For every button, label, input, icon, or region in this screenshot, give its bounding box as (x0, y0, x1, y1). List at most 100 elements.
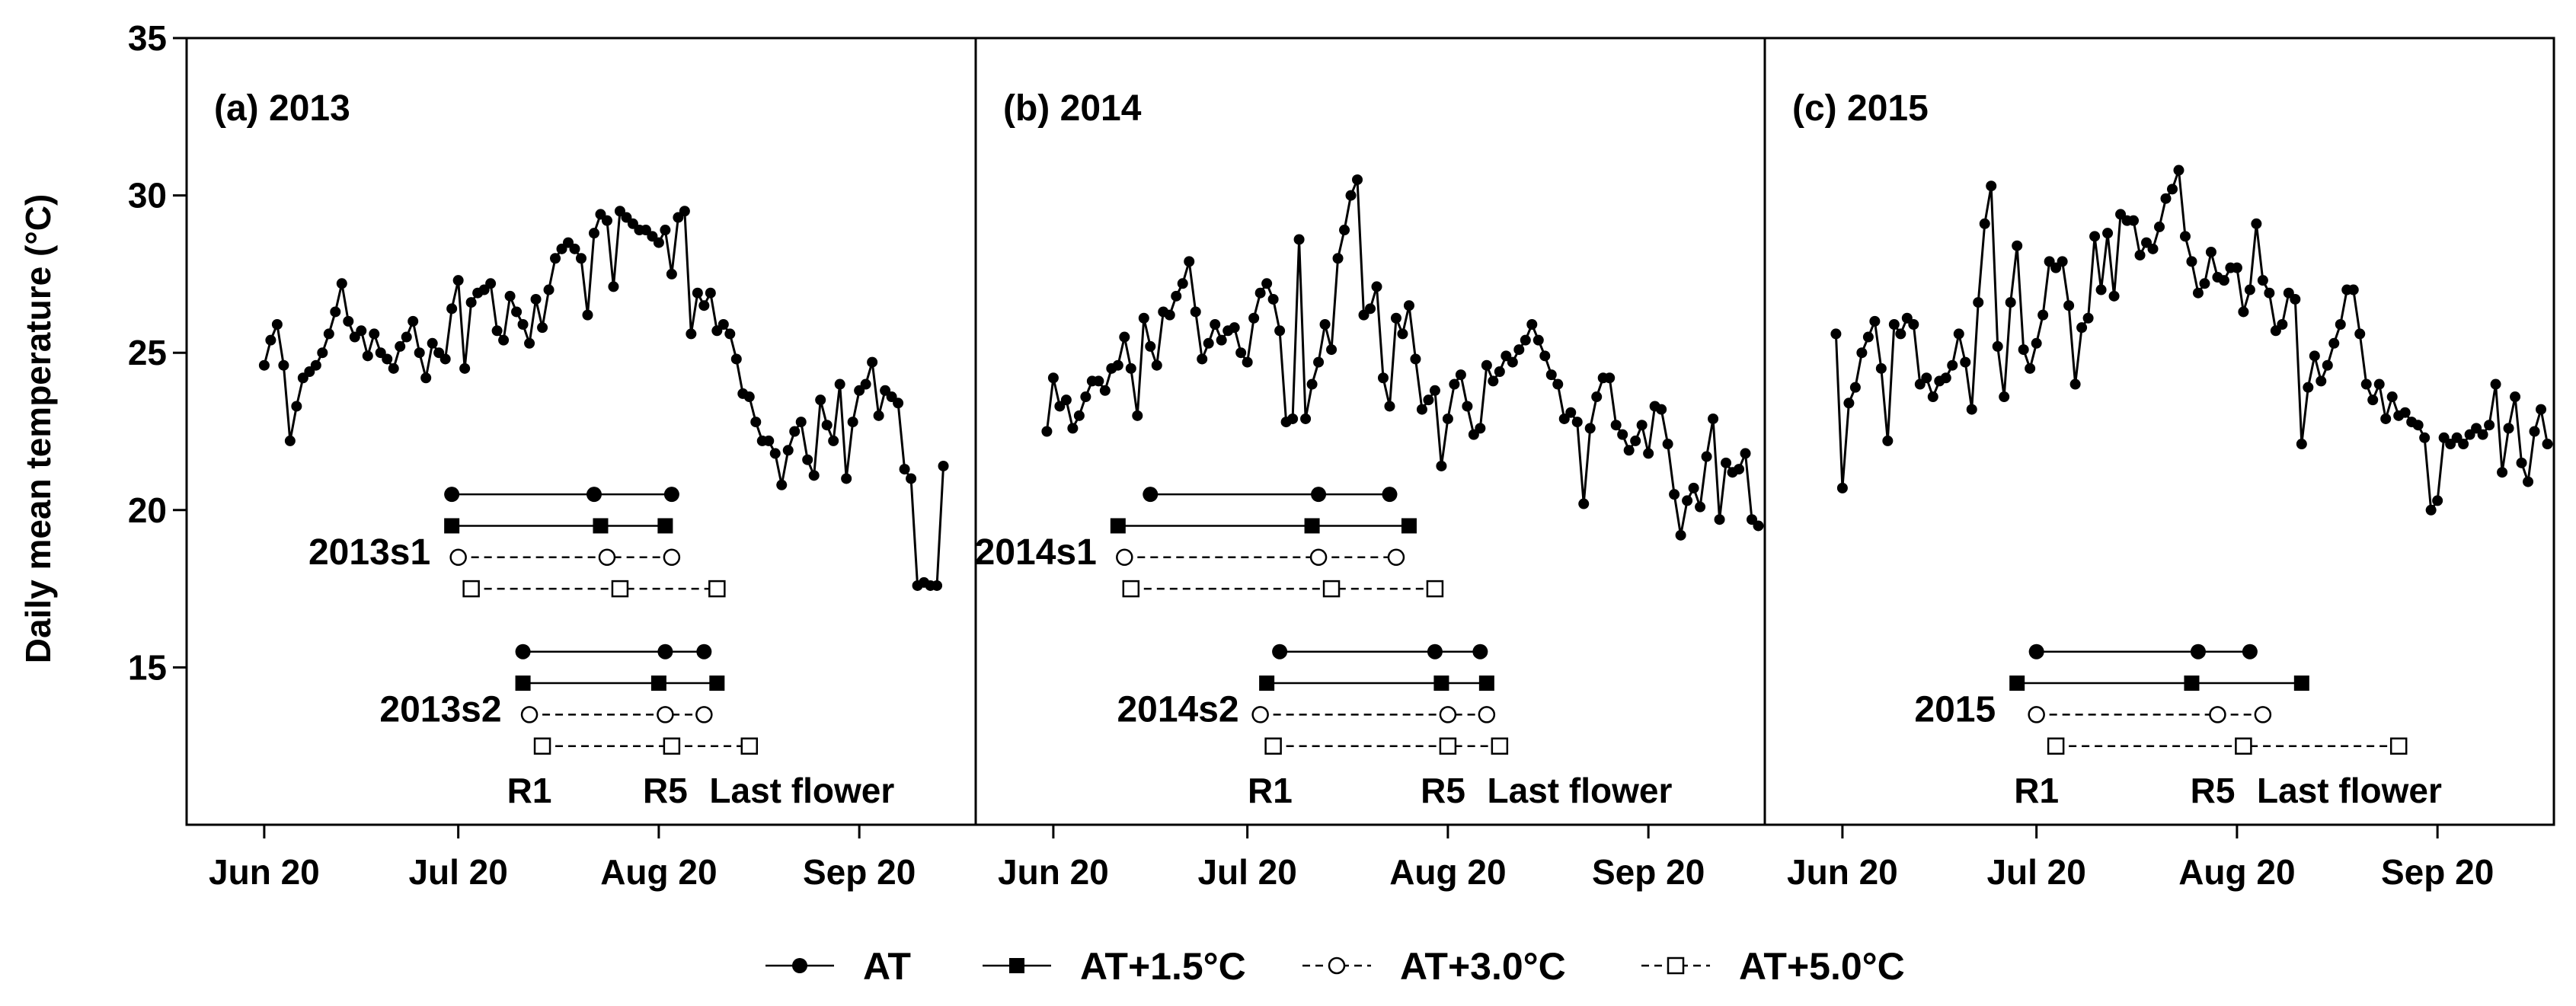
temperature-series (1041, 174, 1764, 541)
temperature-point (782, 445, 794, 456)
temperature-point (2523, 476, 2534, 487)
temperature-point (2303, 382, 2314, 393)
last-flower-marker (1382, 487, 1398, 503)
temperature-point (1986, 180, 1997, 192)
temperature-point (1921, 372, 1932, 384)
r5-marker (1427, 644, 1443, 659)
temperature-point (1112, 359, 1123, 371)
temperature-point (1235, 347, 1247, 359)
temperature-point (2108, 290, 2120, 302)
temperature-point (1293, 234, 1305, 245)
r5-marker (598, 548, 616, 567)
panel-title: (a) 2013 (214, 88, 350, 129)
last-flower-marker (2389, 737, 2408, 755)
temperature-point (258, 359, 270, 371)
temperature-point (834, 378, 845, 390)
temperature-point (1895, 328, 1906, 340)
last-flower-marker (2293, 675, 2309, 691)
legend: AT AT+1.5°C AT+3.0°C AT+5.0°C (765, 945, 1905, 988)
temperature-point (1319, 319, 1331, 331)
temperature-point (1300, 413, 1312, 424)
temperature-point (2432, 495, 2443, 506)
x-tick-label: Jun 20 (998, 852, 1109, 892)
temperature-point (1610, 420, 1622, 431)
temperature-point (660, 225, 671, 236)
temperature-point (1332, 253, 1344, 264)
temperature-point (1151, 359, 1162, 371)
x-tick-label: Jun 20 (209, 852, 320, 892)
temperature-point (1979, 218, 1990, 229)
temperature-point (2025, 362, 2036, 374)
temperature-point (1210, 319, 1221, 331)
temperature-point (291, 401, 302, 412)
temperature-point (395, 340, 406, 352)
temperature-point (2069, 378, 2081, 390)
temperature-point (1339, 225, 1350, 236)
x-tick-label: Jul 20 (1197, 852, 1296, 892)
x-tick-label: Jul 20 (1986, 852, 2085, 892)
last-flower-marker (2254, 706, 2272, 723)
legend-marker (792, 958, 807, 973)
last-flower-marker (696, 644, 712, 659)
r5-marker (1311, 487, 1327, 503)
temperature-point (2166, 184, 2178, 195)
temperature-point (1927, 391, 1938, 403)
temperature-point (1862, 331, 1874, 343)
temperature-point (524, 337, 535, 349)
temperature-point (452, 275, 464, 286)
temperature-point (1513, 344, 1525, 356)
temperature-point (439, 353, 451, 365)
r1-marker (2047, 737, 2065, 755)
temperature-point (543, 284, 555, 295)
sowing-label: 2013s1 (308, 532, 430, 573)
temperature-point (1545, 369, 1557, 381)
stage-label-last-flower: Last flower (2257, 771, 2442, 810)
temperature-point (1488, 375, 1499, 387)
temperature-point (1203, 337, 1214, 349)
stage-label-r1: R1 (2014, 771, 2059, 810)
sowing-label: 2013s2 (379, 690, 501, 730)
r5-marker (2184, 675, 2200, 691)
temperature-point (2134, 250, 2146, 261)
stage-label-r5: R5 (1421, 771, 1465, 810)
r5-marker (2209, 706, 2226, 723)
temperature-point (1630, 435, 1641, 446)
x-tick-label: Sep 20 (1592, 852, 1705, 892)
sowing-group: 2013s2 (379, 644, 759, 755)
stage-label-r5: R5 (643, 771, 688, 810)
temperature-point (1695, 501, 1706, 513)
r5-marker (2190, 644, 2206, 659)
temperature-point (362, 350, 373, 362)
legend-marker (1328, 956, 1346, 975)
temperature-point (750, 417, 762, 428)
temperature-point (1242, 356, 1253, 368)
temperature-point (1267, 293, 1279, 305)
temperature-point (414, 347, 425, 359)
x-tick-label: Jul 20 (408, 852, 507, 892)
temperature-point (601, 215, 612, 226)
temperature-point (1656, 404, 1667, 415)
temperature-point (1882, 435, 1894, 446)
temperature-point (550, 253, 561, 264)
temperature-point (1254, 287, 1266, 299)
temperature-point (2516, 457, 2527, 468)
last-flower-marker (740, 737, 759, 755)
temperature-point (2322, 359, 2333, 371)
temperature-point (427, 337, 438, 349)
temperature-point (1565, 407, 1577, 418)
temperature-point (2477, 429, 2488, 440)
temperature-point (2373, 378, 2385, 390)
temperature-point (1164, 309, 1175, 321)
temperature-point (2199, 278, 2210, 289)
temperature-point (730, 353, 742, 365)
temperature-point (1403, 300, 1414, 311)
temperature-point (1410, 353, 1421, 365)
temperature-point (1753, 520, 1764, 532)
temperature-point (388, 362, 399, 374)
temperature-point (1462, 401, 1473, 412)
temperature-point (1643, 448, 1654, 459)
temperature-point (2367, 394, 2379, 406)
y-tick-label: 20 (128, 490, 167, 530)
temperature-point (569, 243, 580, 254)
temperature-point (1287, 413, 1299, 424)
